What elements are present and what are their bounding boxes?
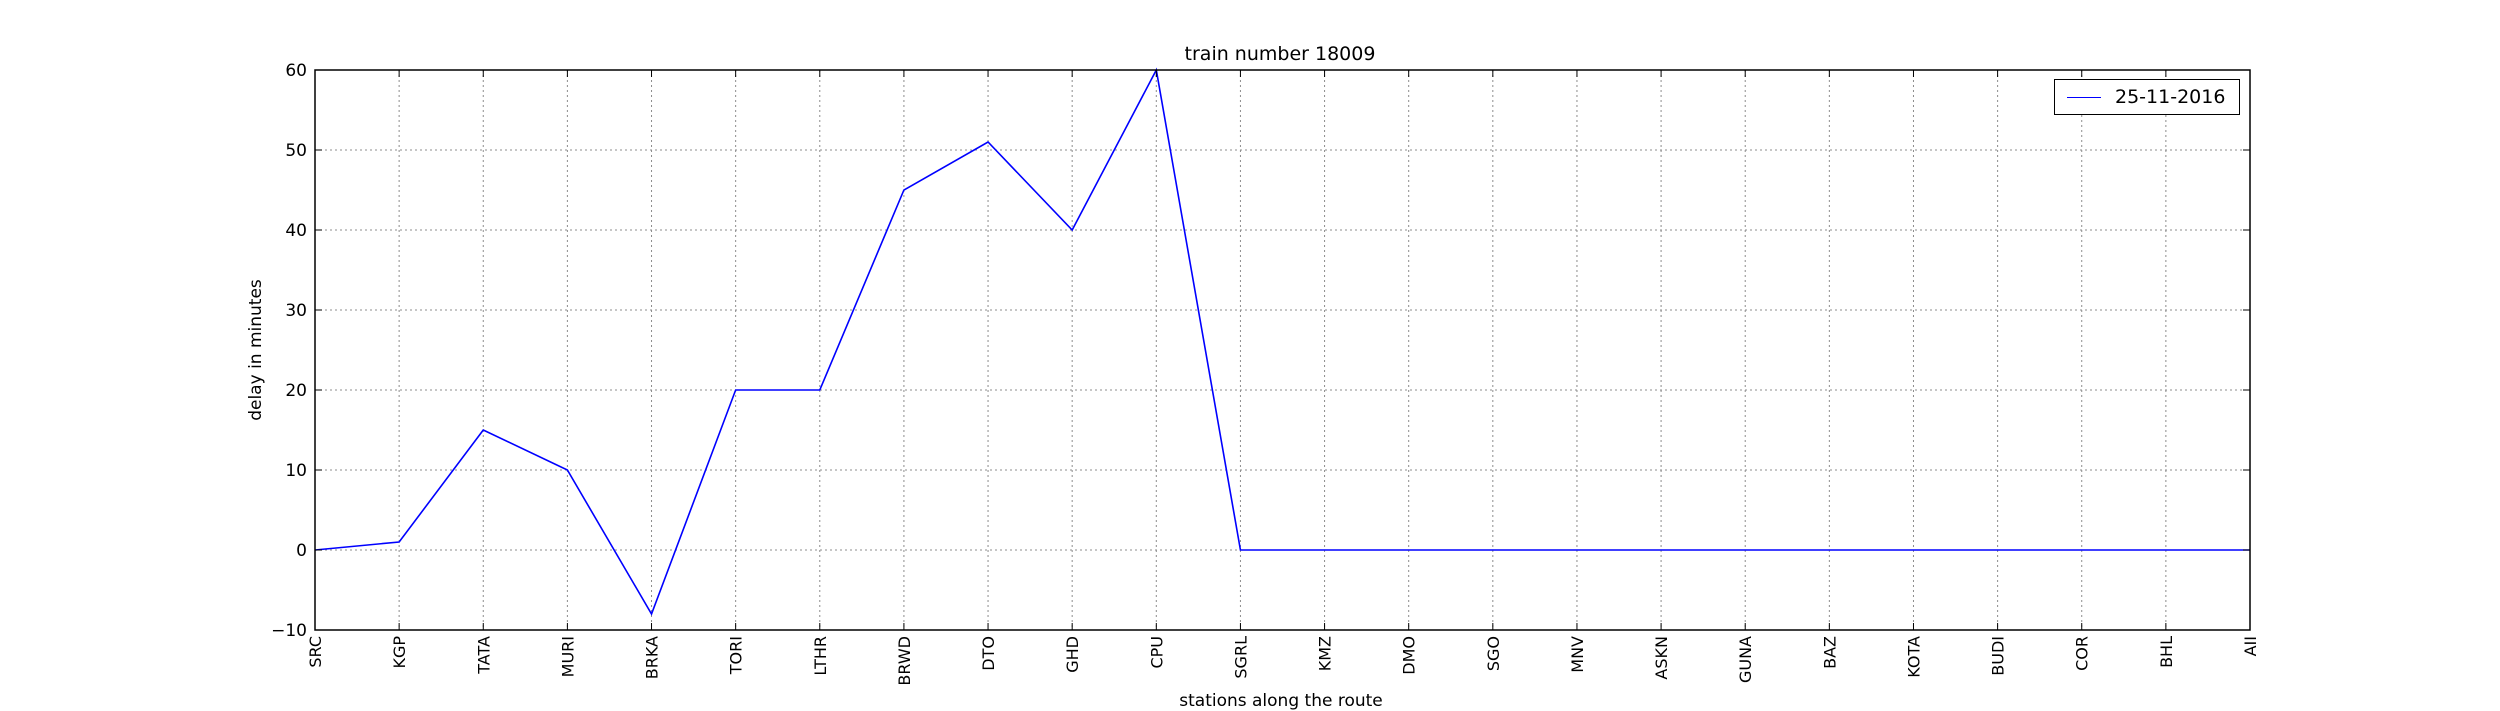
x-tick-label: KOTA	[1904, 636, 1923, 678]
y-tick-label: 40	[285, 221, 307, 241]
x-tick-label: GHD	[1063, 636, 1082, 673]
y-tick-label: −10	[271, 621, 307, 641]
x-tick-label: BHL	[2157, 636, 2176, 668]
x-tick-label: SRC	[306, 636, 325, 668]
x-tick-label: MNV	[1568, 636, 1587, 673]
gridlines	[315, 70, 2250, 630]
y-tick-label: 30	[285, 301, 307, 321]
y-tick-label: 0	[296, 541, 307, 561]
legend-line-swatch	[2067, 97, 2101, 98]
x-tick-label: AII	[2241, 636, 2260, 656]
x-tick-label: DTO	[979, 636, 998, 671]
x-tick-label: CPU	[1147, 636, 1166, 669]
x-tick-label: BUDI	[1989, 636, 2008, 676]
y-tick-label: 60	[285, 61, 307, 81]
x-tick-label: LTHR	[811, 636, 830, 676]
series-lines	[315, 70, 2250, 614]
y-tick-label: 20	[285, 381, 307, 401]
x-tick-label: COR	[2073, 636, 2092, 671]
legend-label: 25-11-2016	[2115, 86, 2225, 108]
x-tick-label: BRWD	[895, 636, 914, 686]
x-tick-label: SGRL	[1231, 636, 1250, 679]
plot-area-frame	[315, 70, 2250, 630]
y-tick-label: 50	[285, 141, 307, 161]
legend: 25-11-2016	[2054, 79, 2240, 115]
series-line	[315, 70, 2250, 614]
x-tick-label: BRKA	[643, 636, 662, 679]
x-tick-label: BAZ	[1820, 636, 1839, 669]
y-tick-label: 10	[285, 461, 307, 481]
x-tick-label: MURI	[558, 636, 577, 677]
x-tick-label: KMZ	[1316, 636, 1335, 671]
x-tick-label: GUNA	[1736, 636, 1755, 683]
x-tick-label: TATA	[474, 636, 493, 675]
x-tick-label: TORI	[727, 636, 746, 675]
x-tick-label: KGP	[390, 636, 409, 669]
chart-title: train number 18009	[1180, 43, 1380, 65]
x-tick-label: DMO	[1400, 636, 1419, 675]
x-tick-label: ASKN	[1652, 636, 1671, 680]
x-tick-label: SGO	[1484, 636, 1503, 671]
x-axis-label: stations along the route	[1179, 691, 1383, 711]
axis-ticks: SRC KGP TATA MURI BRKA TORI LTHR BRWD DTO GHD CPU S…	[271, 61, 2260, 686]
y-axis-label: delay in minutes	[246, 279, 266, 421]
